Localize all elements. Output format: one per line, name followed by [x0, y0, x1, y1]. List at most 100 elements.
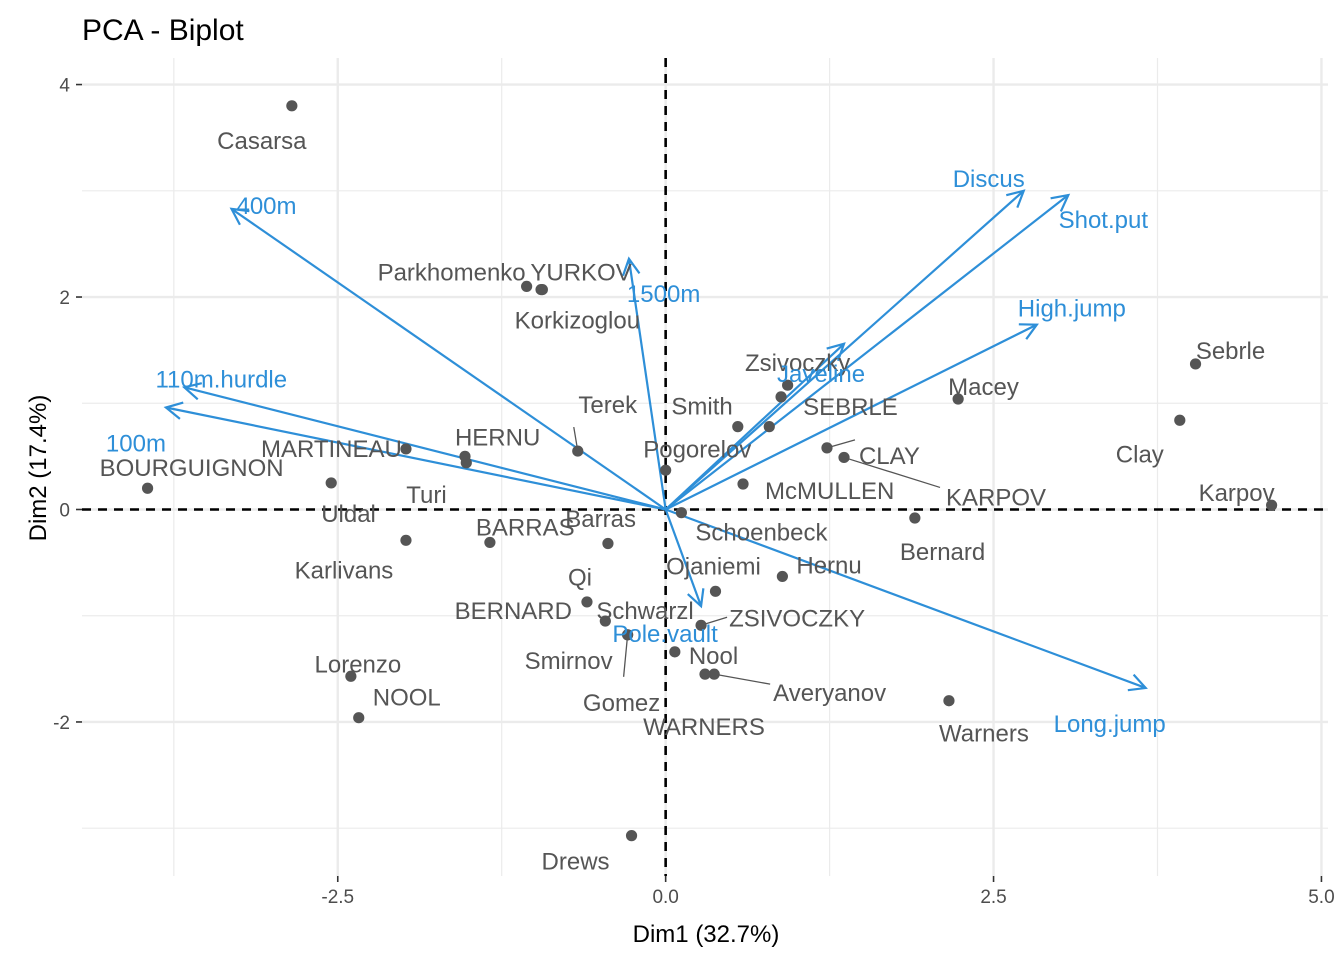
x-tick-label: 5.0 [1308, 887, 1334, 908]
individual-point [763, 421, 775, 433]
individual-label: KARPOV [946, 484, 1046, 511]
variable-label: Pole.vault [612, 621, 718, 648]
individual-label: Uldal [321, 501, 376, 528]
individual-label: MARTINEAU [261, 436, 402, 463]
arrow-head [163, 401, 184, 420]
individual-label: Pogorelov [643, 437, 751, 464]
individual-point [602, 537, 614, 550]
individual-point [1174, 414, 1186, 426]
individual-point [737, 478, 749, 490]
individual-label: Karlivans [295, 557, 394, 584]
individual-label: BERNARD [455, 598, 572, 625]
individual-label: Macey [948, 374, 1019, 401]
label-connector [622, 634, 629, 677]
individual-point [572, 445, 584, 457]
grid [82, 58, 1328, 876]
x-tick-label: -2.5 [321, 887, 354, 908]
y-tick-label: 4 [59, 76, 70, 97]
individual-label: Gomez [583, 690, 660, 717]
individual-label: Casarsa [217, 128, 307, 155]
individual-point [286, 100, 298, 112]
label-connector [843, 456, 941, 489]
individual-label: Turi [406, 482, 446, 509]
variable-arrow [184, 386, 666, 511]
variable-label: Shot.put [1059, 207, 1149, 234]
individual-point [669, 646, 681, 658]
variable-label: High.jump [1018, 296, 1126, 323]
individual-point [536, 283, 548, 296]
arrow-head [1018, 323, 1039, 340]
individual-points [141, 100, 1278, 842]
individual-label: Barras [565, 506, 636, 533]
x-tick-label: 0.0 [652, 887, 678, 908]
individual-point [1266, 499, 1278, 511]
individual-point [776, 570, 788, 583]
arrow-head [181, 382, 203, 401]
variable-label: Javeline [777, 361, 865, 388]
individual-label: SEBRLE [803, 394, 898, 421]
individual-label: Schwarzl [596, 598, 693, 625]
variable-label: 1500m [627, 281, 700, 308]
individual-point [400, 443, 412, 455]
individual-point [1189, 358, 1202, 370]
individual-label: ZSIVOCZKY [729, 605, 865, 632]
individual-point [708, 668, 720, 680]
individual-label: NOOL [373, 685, 441, 712]
variable-arrows [163, 189, 1148, 692]
variable-arrow [665, 323, 1038, 511]
variable-arrow [664, 509, 703, 607]
individual-point [581, 596, 593, 608]
axis-ticks: -2.5 0.0 2.5 5.0 -2 0 2 4 [53, 76, 1335, 908]
individual-point [838, 451, 850, 464]
variable-label: 400m [236, 193, 296, 220]
individual-label: Terek [578, 392, 638, 419]
individual-point [695, 619, 707, 631]
variable-label: 100m [106, 431, 166, 458]
individual-label: CLAY [859, 443, 920, 470]
individual-point [709, 585, 722, 597]
individual-label: Drews [542, 849, 610, 876]
individual-label: Averyanov [773, 680, 886, 707]
individual-point [782, 379, 794, 391]
individual-point [521, 280, 533, 293]
individual-point [952, 393, 964, 405]
individual-label: Lorenzo [315, 651, 402, 678]
variable-label: 110m.hurdle [155, 366, 287, 393]
individual-point [599, 615, 611, 627]
chart-title: PCA - Biplot [82, 14, 244, 47]
variable-arrow [165, 406, 666, 511]
individual-point [675, 507, 687, 519]
arrow-head [1127, 673, 1148, 692]
arrow-head [826, 342, 846, 362]
individual-label: Sebrle [1196, 338, 1265, 365]
variable-arrow [664, 342, 845, 511]
individual-point [460, 457, 472, 469]
individual-point [622, 629, 634, 641]
x-tick-label: 2.5 [980, 887, 1006, 908]
individual-point [353, 712, 365, 724]
variable-arrow [664, 189, 1025, 511]
labels: Casarsa Parkhomenko YURKOV Korkizoglou Zsivo… [100, 128, 1275, 876]
individual-label: Parkhomenko [378, 259, 526, 286]
individual-label: Schoenbeck [695, 520, 828, 547]
individual-label: Ojaniemi [666, 553, 761, 580]
individual-point [660, 464, 672, 476]
individual-point [141, 482, 154, 494]
label-connector [714, 673, 771, 685]
arrow-head [687, 588, 705, 609]
individual-label: Hernu [796, 552, 861, 579]
arrow-head [229, 207, 250, 226]
individual-point [484, 536, 496, 549]
individual-point [325, 477, 337, 489]
x-axis-title: Dim1 (32.7%) [633, 921, 780, 948]
individual-label: Smith [671, 394, 732, 421]
individual-point [732, 421, 744, 433]
variable-arrow [627, 258, 667, 510]
variable-arrow [665, 508, 1147, 689]
individual-point [943, 695, 955, 707]
individual-point [821, 442, 833, 454]
individual-label: Korkizoglou [515, 308, 640, 335]
individual-point [400, 534, 412, 546]
individual-label: Bernard [900, 539, 985, 566]
